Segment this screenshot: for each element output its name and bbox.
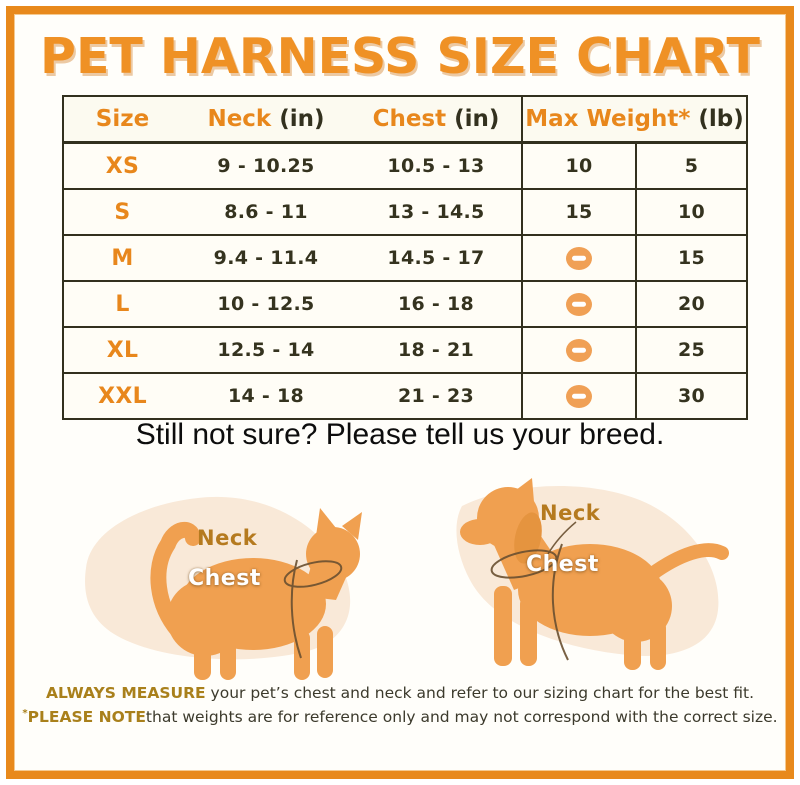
table-row: M 9.4 - 11.4 14.5 - 17 15 — [63, 235, 748, 281]
cat-silhouette-graphic — [85, 496, 362, 680]
breed-question-text: Still not sure? Please tell us your bree… — [135, 418, 665, 451]
neck-header-unit: (in) — [271, 106, 325, 132]
measure-note-line: ALWAYS MEASURE your pet’s chest and neck… — [0, 681, 800, 705]
max-weight-cell-2: 20 — [634, 281, 748, 327]
table-header-row: Size Neck (in) Chest (in) Max Weight* (l… — [63, 96, 748, 143]
table-row: L 10 - 12.5 16 - 18 20 — [63, 281, 748, 327]
column-header-neck: Neck (in) — [181, 96, 351, 143]
cat-chest-label: Chest — [188, 566, 261, 591]
chest-range-cell: 16 - 18 — [397, 293, 475, 315]
neck-range-cell: 9.4 - 11.4 — [213, 247, 319, 269]
minus-icon — [566, 384, 592, 408]
max-weight-cell-1 — [521, 281, 636, 327]
neck-range-cell: 8.6 - 11 — [224, 201, 308, 223]
cat-neck-label: Neck — [197, 526, 258, 550]
table-row: S 8.6 - 11 13 - 14.5 15 10 — [63, 189, 748, 235]
max-weight-cell-2: 30 — [634, 373, 748, 419]
max-weight-cell-1: 10 — [521, 142, 636, 189]
max-weight-cell-2: 10 — [634, 189, 748, 235]
neck-range-cell: 12.5 - 14 — [217, 339, 315, 361]
neck-range-cell: 14 - 18 — [227, 385, 305, 407]
dog-silhouette-graphic — [456, 478, 729, 670]
max-weight-cell-2: 15 — [634, 235, 748, 281]
page-title: PET HARNESS SIZE CHART — [40, 28, 760, 85]
table-row: XS 9 - 10.25 10.5 - 13 10 5 — [63, 142, 748, 189]
max-weight-cell-2: 5 — [634, 142, 748, 189]
max-weight-cell-1 — [521, 327, 636, 373]
size-cell: S — [114, 199, 131, 225]
size-header-label: Size — [95, 106, 150, 132]
size-cell: XXL — [98, 383, 147, 409]
chest-range-cell: 21 - 23 — [397, 385, 475, 407]
cat-illustration: Neck Chest — [70, 468, 402, 680]
table-row: XXL 14 - 18 21 - 23 30 — [63, 373, 748, 419]
size-cell: XL — [106, 337, 139, 363]
minus-icon — [566, 292, 592, 316]
chest-range-cell: 10.5 - 13 — [387, 155, 485, 177]
max-weight-cell-1 — [521, 373, 636, 419]
max-weight-header-label: Max Weight* — [525, 106, 691, 132]
always-measure-text: your pet’s chest and neck and refer to o… — [205, 684, 755, 702]
column-header-size: Size — [63, 96, 181, 143]
please-note-line: *PLEASE NOTEthat weights are for referen… — [0, 705, 800, 729]
max-weight-header-unit: (lb) — [690, 106, 744, 132]
max-weight-cell-1: 15 — [521, 189, 636, 235]
max-weight-cell-1 — [521, 235, 636, 281]
chest-range-cell: 14.5 - 17 — [387, 247, 485, 269]
neck-range-cell: 10 - 12.5 — [217, 293, 315, 315]
footnote-asterisk: * — [22, 707, 28, 719]
please-note-label: PLEASE NOTE — [27, 708, 146, 727]
max-weight-cell-2: 25 — [634, 327, 748, 373]
dog-neck-label: Neck — [540, 501, 601, 525]
chest-range-cell: 13 - 14.5 — [387, 201, 485, 223]
minus-icon — [566, 246, 592, 270]
size-cell: L — [115, 291, 130, 317]
neck-header-label: Neck — [207, 106, 272, 132]
footer-notes: ALWAYS MEASURE your pet’s chest and neck… — [0, 681, 800, 729]
chest-range-cell: 18 - 21 — [397, 339, 475, 361]
dog-chest-label: Chest — [526, 552, 599, 577]
always-measure-label: ALWAYS MEASURE — [45, 684, 206, 702]
chest-header-unit: (in) — [446, 106, 500, 132]
table-row: XL 12.5 - 14 18 - 21 25 — [63, 327, 748, 373]
dog-illustration: Neck Chest — [428, 458, 760, 680]
chest-header-label: Chest — [372, 106, 447, 132]
column-header-chest: Chest (in) — [351, 96, 522, 143]
cat-measurement-lines — [283, 559, 343, 659]
neck-range-cell: 9 - 10.25 — [217, 155, 315, 177]
column-header-max-weight: Max Weight* (lb) — [520, 96, 748, 143]
size-cell: M — [111, 245, 134, 271]
please-note-text: that weights are for reference only and … — [145, 708, 778, 727]
size-cell: XS — [105, 153, 140, 179]
minus-icon — [566, 338, 592, 362]
size-chart-table: Size Neck (in) Chest (in) Max Weight* (l… — [62, 95, 749, 420]
dog-measurement-lines — [490, 521, 577, 661]
